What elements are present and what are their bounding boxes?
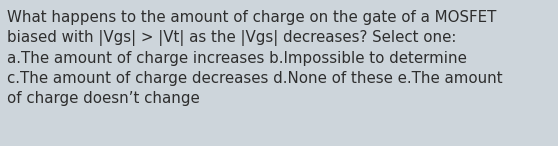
Text: What happens to the amount of charge on the gate of a MOSFET
biased with |Vgs| >: What happens to the amount of charge on … [7, 10, 502, 106]
